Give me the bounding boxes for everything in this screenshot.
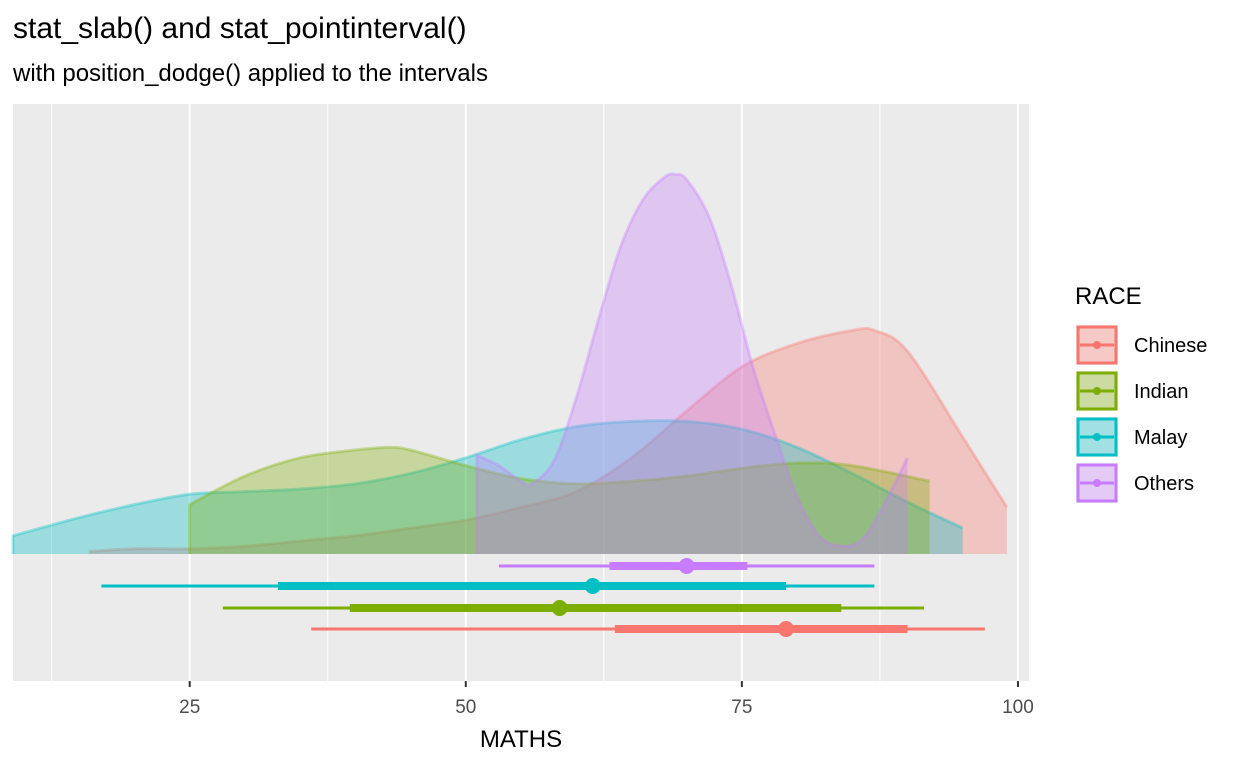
legend: Chinese Indian Malay Others (1076, 325, 1207, 503)
legend-label: Others (1134, 473, 1194, 495)
x-axis: 25 50 75 100 (179, 681, 1034, 718)
interval-chinese (311, 621, 985, 637)
legend-label: Chinese (1134, 335, 1207, 357)
median-point (551, 600, 568, 616)
legend-item-indian: Indian (1076, 371, 1189, 411)
slab-indian (189, 447, 930, 554)
x-tick-label: 75 (731, 697, 752, 718)
chart-title: stat_slab() and stat_pointinterval() (13, 12, 467, 45)
slab-layer (11, 172, 1009, 555)
x-tick-label: 50 (455, 697, 476, 718)
chart-subtitle: with position_dodge() applied to the int… (13, 60, 488, 87)
legend-label: Malay (1134, 427, 1187, 449)
median-point (584, 578, 601, 594)
legend-key-point (1093, 433, 1101, 441)
legend-title: RACE (1075, 283, 1142, 310)
legend-key-point (1093, 341, 1101, 349)
x-tick-label: 100 (1002, 697, 1034, 718)
legend-item-others: Others (1076, 463, 1194, 503)
slab-outline-malay (11, 419, 964, 554)
interval-malay (101, 578, 875, 594)
interval-others (498, 558, 875, 574)
interval-layer (101, 558, 985, 637)
slab-others (476, 173, 908, 555)
slab-outline-chinese (88, 326, 1009, 554)
slab-outline-indian (188, 445, 930, 554)
legend-key-point (1093, 479, 1101, 487)
interval-indian (222, 600, 925, 616)
slab-malay (13, 420, 963, 554)
legend-item-malay: Malay (1076, 417, 1187, 457)
median-point (678, 558, 695, 574)
legend-key-point (1093, 387, 1101, 395)
slab-outline-others (475, 172, 909, 554)
median-point (778, 621, 795, 637)
legend-item-chinese: Chinese (1076, 325, 1207, 365)
x-tick-label: 25 (179, 697, 200, 718)
slab-chinese (90, 328, 1007, 554)
legend-label: Indian (1134, 381, 1189, 403)
x-axis-title: MATHS (480, 726, 562, 753)
